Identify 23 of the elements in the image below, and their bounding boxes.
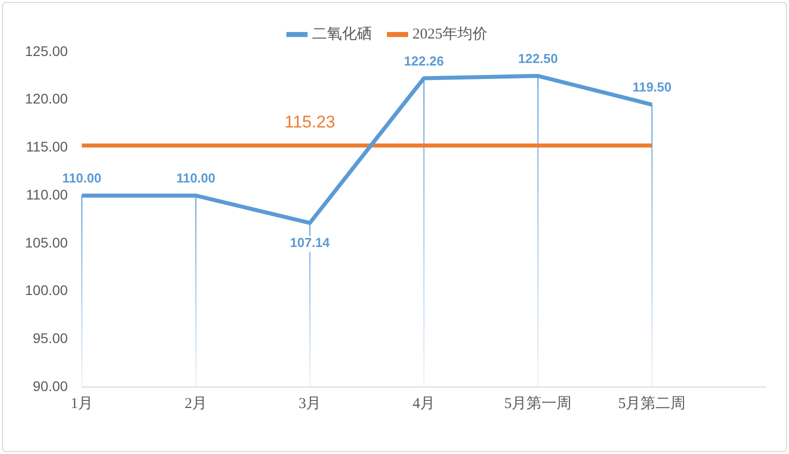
data-label: 107.14 [290,235,331,250]
data-label: 122.50 [518,51,558,66]
x-tick-label: 1月 [70,396,94,412]
legend-label: 2025年均价 [412,25,488,42]
data-label: 122.26 [404,53,444,68]
x-tick-label: 3月 [298,396,322,412]
y-tick-label: 95.00 [32,330,68,346]
y-tick-label: 115.00 [26,138,68,155]
y-tick-label: 105.00 [24,234,68,250]
x-tick-label: 2月 [184,396,208,412]
y-tick-label: 110.00 [26,186,68,202]
y-tick-label: 100.00 [24,282,68,298]
legend-label: 二氧化硒 [312,25,372,42]
data-label: 110.00 [62,170,102,186]
x-tick-label: 5月第一周 [504,394,572,412]
x-tick-label: 4月 [412,396,436,412]
y-tick-label: 90.00 [32,378,68,394]
data-label: 110.00 [176,170,216,186]
data-label: 119.50 [632,80,672,95]
y-tick-label: 120.00 [24,90,68,107]
x-tick-label: 5月第二周 [618,394,686,412]
data-label: 115.23 [284,112,336,132]
y-tick-label: 125.00 [24,42,68,59]
